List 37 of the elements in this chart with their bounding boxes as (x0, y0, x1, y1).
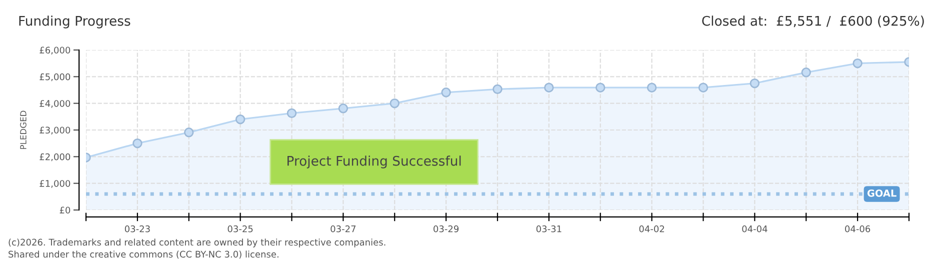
y-axis-title: PLEDGED (20, 110, 26, 149)
y-tick-label: £0 (60, 206, 70, 214)
chart-title: Funding Progress (19, 16, 130, 28)
x-tick-label: 03-23 (124, 225, 150, 232)
point (338, 104, 348, 114)
y-tick-label: £3,000 (40, 126, 70, 134)
y-tick-label: £5,000 (40, 73, 70, 82)
point (646, 82, 657, 92)
y-tick-label: £1,000 (40, 180, 70, 188)
y-tick-label: £2,000 (40, 153, 70, 162)
point (801, 68, 811, 78)
point (492, 84, 502, 94)
annotation: Project Funding Successful (288, 156, 461, 168)
ref-line-label: GOAL (867, 189, 896, 197)
x-tick-label: 04-04 (742, 225, 768, 232)
x-tick-label: 04-02 (639, 225, 664, 232)
point (184, 128, 194, 138)
point (750, 78, 760, 88)
x-tick-label: 04-06 (845, 225, 870, 232)
point (390, 98, 400, 108)
x-tick-label: 03-31 (536, 225, 562, 232)
text: Shared under the creative commons (CC BY-NC 3.0) license. (8, 250, 278, 259)
x-tick-label: 03-29 (434, 225, 459, 232)
point (544, 82, 554, 92)
point (235, 114, 246, 124)
point (441, 88, 451, 98)
point (698, 82, 708, 92)
chart-subtitle: Closed at: £5,551 / £600 (925%) (702, 16, 924, 28)
point (596, 82, 606, 92)
text: (c)2026. Trademarks and related content are owned by their respective companies. (8, 238, 386, 248)
x-tick-label: 03-25 (228, 225, 253, 232)
point (286, 108, 297, 118)
y-tick-label: £6,000 (40, 46, 70, 54)
y-tick-label: £4,000 (40, 100, 70, 108)
point (132, 138, 142, 148)
point (852, 58, 862, 68)
x-tick-label: 03-27 (330, 225, 356, 232)
